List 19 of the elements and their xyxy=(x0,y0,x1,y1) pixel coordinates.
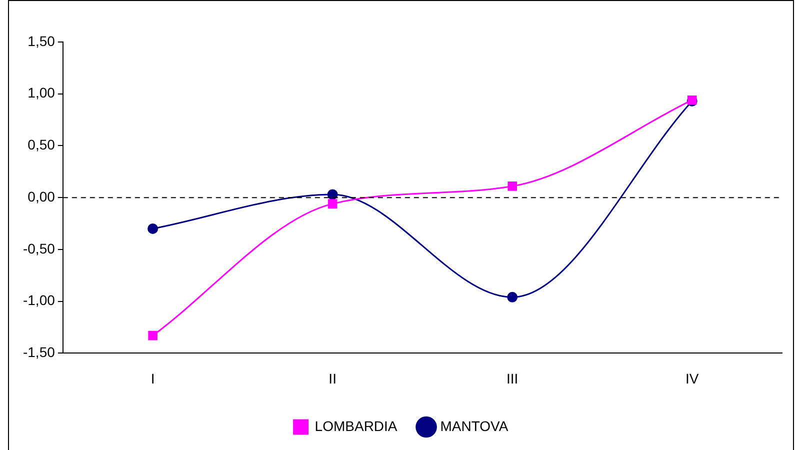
point xyxy=(328,199,338,208)
point xyxy=(508,182,517,191)
point xyxy=(507,292,518,302)
y-tick-label: 0,00 xyxy=(28,188,56,204)
y-tick-label: 1,50 xyxy=(28,32,56,49)
point xyxy=(148,223,158,234)
y-tick-label: -0,50 xyxy=(22,240,56,256)
legend-label: MANTOVA xyxy=(440,418,509,434)
y-tick-label: -1,00 xyxy=(22,292,56,308)
legend-label: LOMBARDIA xyxy=(314,418,398,434)
x-tick-label: I xyxy=(150,370,155,386)
x-tick-label: III xyxy=(506,370,518,386)
x-tick-label: IV xyxy=(685,370,700,386)
point xyxy=(148,330,158,340)
y-tick-label: 1,00 xyxy=(28,84,56,101)
point xyxy=(327,189,338,200)
y-tick-label: -1,50 xyxy=(22,344,56,360)
y-tick-label: 0,50 xyxy=(28,136,56,153)
x-tick-label: II xyxy=(328,370,336,386)
